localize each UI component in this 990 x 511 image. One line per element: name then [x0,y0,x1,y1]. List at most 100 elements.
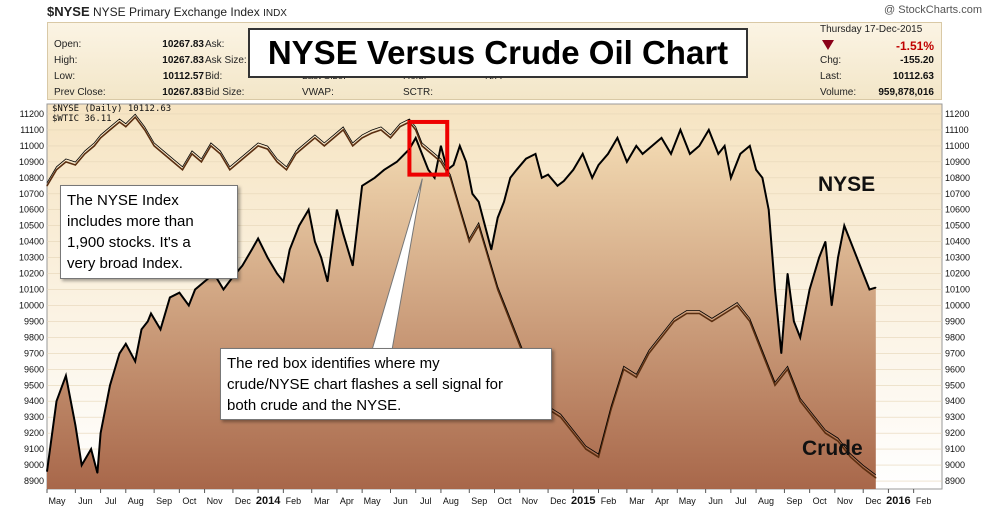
crude-data-point [509,320,511,323]
crude-data-point [248,153,250,155]
crude-data-point [837,440,839,442]
nyse-data-point [352,264,354,267]
nyse-data-point [607,153,609,155]
y-tick-label-left: 9000 [24,460,44,470]
nyse-data-point [818,257,820,259]
nyse-data-point [824,241,826,243]
quote-label-volume: Volume: [820,87,857,98]
y-tick-label-left: 9800 [24,332,44,342]
crude-data-point [295,153,297,155]
y-tick-label-right: 9600 [945,364,965,374]
crude-data-point [333,137,335,139]
nyse-data-point [591,177,593,179]
nyse-data-point [761,177,763,179]
nyse-data-point [651,145,653,147]
crude-data-point [487,257,489,259]
nyse-data-point [203,280,206,283]
nyse-data-point [434,177,436,179]
nyse-data-point [298,225,300,227]
y-tick-label-left: 10900 [19,157,44,167]
nyse-data-point [90,448,92,450]
x-tick-label: Jun [78,496,93,506]
quote-date: Thursday 17-Dec-2015 [820,24,923,35]
crude-data-point [210,145,212,147]
crude-data-point [459,209,461,211]
quote-label-bid: Bid: [205,71,223,82]
crude-data-point [824,432,826,434]
x-tick-label: May [364,496,382,506]
x-tick-label: Sep [786,496,802,506]
crude-data-point [361,137,363,139]
y-tick-label-right: 9400 [945,396,965,406]
nyse-data-point [134,360,136,362]
crude-data-point [276,161,278,163]
crude-data-point [74,164,76,166]
nyse-data-point [616,137,619,139]
nyse-data-point [799,336,801,338]
x-tick-label: May [679,496,697,506]
crude-data-point [850,456,852,458]
nyse-data-point [850,241,852,243]
x-tick-label: Aug [128,496,144,506]
crude-data-point [370,132,373,134]
nyse-data-point [109,384,111,386]
nyse-data-point [484,225,486,227]
crude-data-point [440,161,442,163]
y-tick-label-left: 10300 [19,253,44,263]
crude-data-point [610,408,612,410]
nyse-data-point [582,153,584,155]
y-tick-label-left: 10400 [19,237,44,247]
y-tick-label-right: 9500 [945,380,965,390]
nyse-data-point [336,209,338,211]
x-tick-label: Apr [340,496,354,506]
nyse-data-point [446,169,448,171]
y-tick-label-left: 10700 [19,189,44,199]
nyse-data-point [96,472,99,474]
crude-data-point [415,129,417,131]
nyse-data-point [597,164,600,166]
crude-data-point [660,336,663,338]
x-tick-label: 2015 [571,495,595,507]
y-tick-label-right: 10100 [945,285,970,295]
y-tick-label-left: 9500 [24,380,44,390]
nyse-data-point [257,237,259,240]
crude-data-point [623,368,625,370]
crude-data-point [181,169,184,171]
crude-data-point [285,169,288,171]
y-tick-label-right: 10600 [945,205,970,215]
crude-data-point [749,320,751,323]
crude-data-point [84,153,86,155]
crude-data-point [229,169,231,171]
nyse-data-point [81,464,83,466]
quote-value-pct-change: -1.51% [895,39,934,53]
crude-data-point [163,153,165,155]
crude-data-point [736,304,738,307]
quote-value-volume: 959,878,016 [878,87,934,98]
crude-data-point [46,185,48,187]
nyse-data-point [251,249,253,251]
quote-label-ask-size: Ask Size: [205,55,247,66]
x-tick-label: Feb [601,496,617,506]
nyse-data-point [452,164,455,166]
y-tick-label-left: 8900 [24,476,44,486]
crude-data-point [93,145,95,147]
y-tick-label-left: 9100 [24,444,44,454]
annotation-left-note: The NYSE Index includes more than 1,900 … [60,185,238,279]
y-tick-label-right: 10700 [945,189,970,199]
crude-data-point [342,129,344,131]
nyse-data-point [642,153,644,155]
x-tick-label: Nov [837,496,854,506]
nyse-data-point [282,280,284,283]
nyse-data-point [831,304,833,307]
nyse-data-point [314,241,316,243]
nyse-data-point [635,145,637,147]
crude-data-point [144,129,146,131]
x-tick-label: Aug [443,496,459,506]
crude-data-point [673,320,675,323]
crude-data-point [134,116,136,118]
crude-data-point [711,320,713,323]
nyse-data-point [809,288,811,291]
y-tick-label-left: 9200 [24,428,44,438]
crude-data-point [109,129,111,131]
nyse-data-point [99,432,102,434]
